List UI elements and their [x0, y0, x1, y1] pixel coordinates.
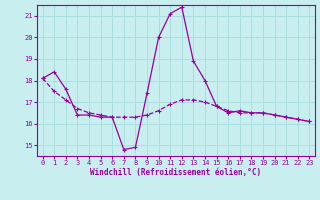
X-axis label: Windchill (Refroidissement éolien,°C): Windchill (Refroidissement éolien,°C) [91, 168, 261, 177]
